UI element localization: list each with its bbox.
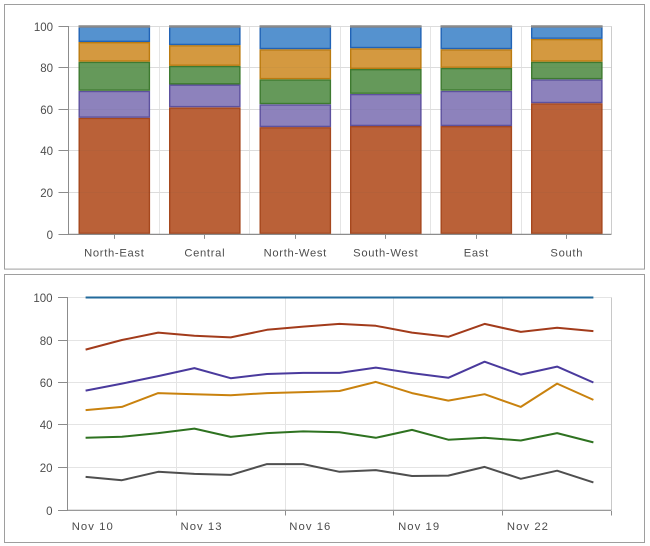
svg-text:100: 100: [34, 22, 53, 34]
svg-text:100: 100: [33, 293, 52, 305]
svg-text:South: South: [550, 247, 583, 259]
svg-text:Nov 22: Nov 22: [507, 521, 549, 533]
svg-text:Nov 16: Nov 16: [289, 521, 331, 533]
svg-text:Nov 13: Nov 13: [181, 521, 223, 533]
svg-text:0: 0: [46, 506, 52, 518]
svg-text:60: 60: [40, 105, 53, 117]
svg-text:80: 80: [40, 63, 53, 75]
svg-text:80: 80: [40, 336, 53, 348]
svg-text:20: 20: [40, 188, 53, 200]
svg-text:0: 0: [47, 230, 53, 242]
svg-text:Central: Central: [184, 247, 225, 259]
svg-text:60: 60: [40, 378, 53, 390]
svg-text:Nov 10: Nov 10: [72, 521, 114, 533]
svg-text:Nov 19: Nov 19: [398, 521, 440, 533]
svg-text:40: 40: [40, 420, 53, 432]
svg-text:20: 20: [40, 463, 53, 475]
svg-text:North-West: North-West: [264, 247, 328, 259]
svg-text:40: 40: [40, 146, 53, 158]
svg-text:South-West: South-West: [353, 247, 418, 259]
svg-text:North-East: North-East: [84, 247, 145, 259]
svg-text:East: East: [464, 247, 489, 259]
